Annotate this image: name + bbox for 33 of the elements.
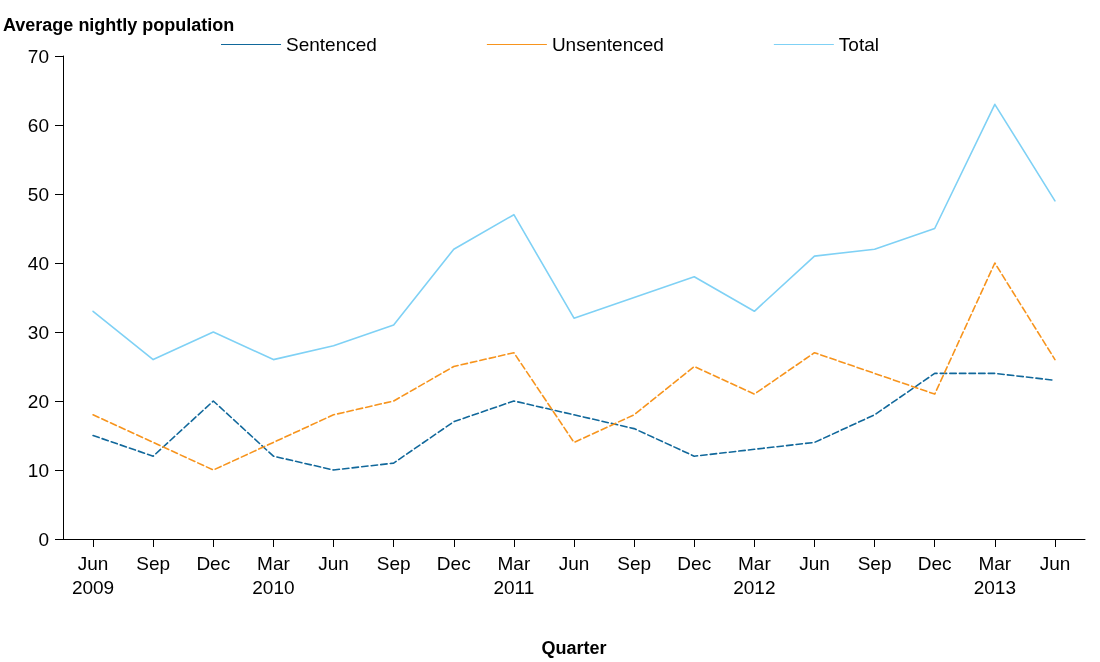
y-tick-label: 70 (27, 45, 49, 67)
x-tick-label: Dec (196, 552, 231, 574)
x-tick-label: Sep (617, 552, 652, 574)
line-series (92, 103, 1056, 361)
x-tick-label: Jun (318, 552, 349, 574)
x-tick-label: Mar 2012 (733, 552, 776, 598)
y-tick-label: 40 (27, 252, 49, 274)
x-tick-label: Jun (558, 552, 590, 574)
x-tick-label: Jun (799, 552, 830, 574)
x-tick-label: Mar 2010 (252, 552, 295, 598)
line-series (92, 372, 1056, 471)
y-tick-label: 50 (27, 183, 49, 205)
x-tick-label: Dec (677, 552, 712, 574)
x-tick-label: Dec (436, 552, 471, 574)
y-tick-label: 60 (27, 114, 49, 136)
x-tick-label: Dec (917, 552, 952, 574)
legend-label: Unsentenced (551, 34, 664, 55)
y-tick-label: 20 (27, 390, 49, 412)
x-tick-label: Mar 2011 (493, 552, 535, 598)
legend-label: Total (838, 34, 879, 55)
y-tick-label: 10 (27, 459, 49, 481)
x-axis-title: Quarter (541, 638, 607, 658)
y-tick-label: 30 (27, 321, 49, 343)
x-tick-label: Jun (1039, 552, 1071, 574)
x-tick-label: Mar 2013 (973, 552, 1016, 598)
x-tick-label: Sep (857, 552, 892, 574)
line-series (92, 262, 1056, 471)
legend-label: Sentenced (286, 34, 377, 55)
y-tick-label: 0 (38, 528, 49, 550)
y-axis-title: Average nightly population (3, 15, 235, 35)
x-tick-label: Sep (136, 552, 171, 574)
x-tick-label: Sep (376, 552, 411, 574)
x-tick-label: Jun 2009 (71, 552, 115, 598)
